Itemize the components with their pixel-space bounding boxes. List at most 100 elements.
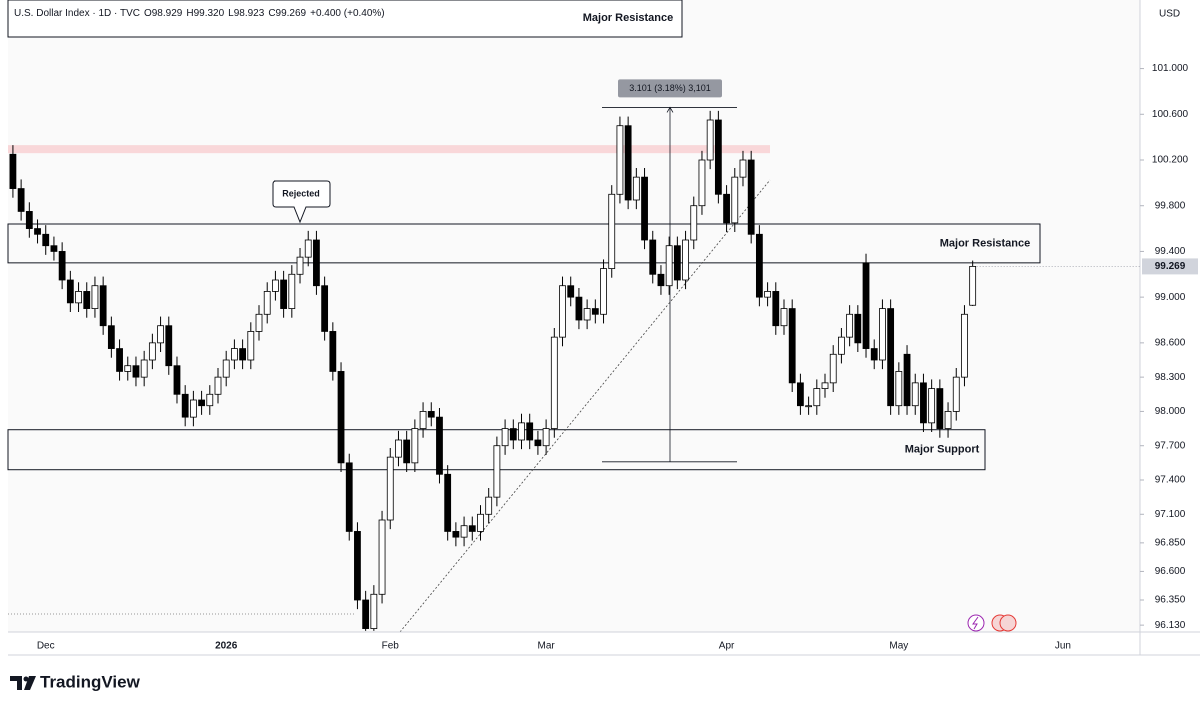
y-tick-label: 96.130 xyxy=(1155,620,1186,631)
candle-body xyxy=(17,188,25,212)
candle-body xyxy=(239,348,247,361)
candle-body xyxy=(706,119,714,161)
candle-body xyxy=(345,462,353,532)
candle-body xyxy=(616,125,624,195)
candle-body xyxy=(214,376,222,395)
candle-body xyxy=(247,331,255,361)
candle-body xyxy=(961,313,968,378)
candle-body xyxy=(887,308,895,407)
last-price-label: 99.269 xyxy=(1155,261,1186,272)
x-tick-label: May xyxy=(889,641,908,652)
candle-body xyxy=(403,439,411,464)
y-tick-label: 100.200 xyxy=(1152,155,1189,166)
candle-body xyxy=(124,365,132,372)
candle-body xyxy=(419,411,427,429)
candle-body xyxy=(452,531,460,538)
chart-header: U.S. Dollar Index · 1D · TVC O98.929 H99.3… xyxy=(14,8,385,19)
candle-body xyxy=(280,279,288,309)
candle-body xyxy=(181,393,189,418)
currency-label: USD xyxy=(1159,9,1180,20)
candle-body xyxy=(165,325,173,367)
header-value: L98.923 xyxy=(228,8,265,19)
candle-body xyxy=(370,593,378,629)
plot-area xyxy=(8,0,1140,632)
candle-body xyxy=(838,336,845,355)
candle-body xyxy=(468,525,476,532)
measure-label: 3.101 (3.18%) 3,101 xyxy=(629,83,711,93)
y-tick-label: 96.350 xyxy=(1155,595,1186,606)
candle-body xyxy=(559,285,566,338)
candle-body xyxy=(222,359,230,378)
candle-body xyxy=(747,159,755,235)
candle-body xyxy=(58,251,66,281)
candle-body xyxy=(157,325,164,344)
x-tick-label: Dec xyxy=(37,641,55,652)
candle-body xyxy=(780,308,788,327)
candle-body xyxy=(493,445,501,498)
y-tick-label: 98.600 xyxy=(1155,337,1186,348)
x-tick-label: Mar xyxy=(537,641,555,652)
candle-body xyxy=(764,291,771,298)
candle-body xyxy=(34,228,41,235)
candle-body xyxy=(42,233,50,247)
annotation: Major Resistance xyxy=(583,12,673,24)
candle-body xyxy=(772,291,780,327)
candle-body xyxy=(116,348,123,372)
candle-body xyxy=(567,285,575,298)
candle-body xyxy=(25,211,33,229)
price-zone xyxy=(8,145,770,154)
candle-body xyxy=(755,233,763,298)
candle-body xyxy=(477,513,484,532)
logo-mark xyxy=(24,676,36,690)
candle-body xyxy=(624,125,632,201)
candle-body xyxy=(797,382,804,407)
candle-body xyxy=(173,365,181,395)
candle-body xyxy=(542,428,550,447)
candle-body xyxy=(288,273,296,309)
candles xyxy=(9,110,977,631)
candle-body xyxy=(99,285,107,327)
candle-body xyxy=(304,239,312,258)
y-tick-label: 96.850 xyxy=(1155,537,1186,548)
chart-title: U.S. Dollar Index · 1D · TVC xyxy=(14,8,140,19)
candle-body xyxy=(895,371,903,407)
candle-body xyxy=(107,325,115,349)
y-tick-label: 100.600 xyxy=(1152,109,1189,120)
x-tick-label: Apr xyxy=(719,641,735,652)
candle-body xyxy=(140,359,148,378)
callout xyxy=(272,180,331,224)
candle-body xyxy=(132,365,140,378)
header-value: C99.269 xyxy=(268,8,306,19)
candle-body xyxy=(436,416,443,475)
candle-body xyxy=(509,428,517,441)
top-annotation-box xyxy=(7,0,683,38)
candle-body xyxy=(805,405,813,408)
header-value: +0.400 (+0.40%) xyxy=(310,8,385,19)
candle-body xyxy=(460,525,468,538)
candle-body xyxy=(665,245,673,287)
candle-body xyxy=(50,245,58,252)
y-tick-label: 101.000 xyxy=(1152,63,1189,74)
y-tick-label: 97.700 xyxy=(1155,440,1186,451)
callout-label: Rejected xyxy=(282,188,320,198)
x-tick-label: Jun xyxy=(1055,641,1071,652)
candle-body xyxy=(329,331,337,372)
candle-body xyxy=(673,245,681,281)
candle-body xyxy=(854,313,862,344)
candle-body xyxy=(362,599,370,629)
zones: Major Resistance Major Support xyxy=(7,106,1041,471)
icon xyxy=(972,616,979,630)
brand: TradingView xyxy=(40,672,141,691)
y-tick-label: 98.000 xyxy=(1155,406,1186,417)
trend-line xyxy=(399,179,771,633)
candle-body xyxy=(846,313,854,338)
candle-body xyxy=(444,473,452,532)
candle-body xyxy=(731,176,739,224)
candle-body xyxy=(83,291,91,309)
candle-body xyxy=(920,382,927,424)
candle-body xyxy=(829,353,837,384)
price-zone xyxy=(7,223,1041,264)
candle-body xyxy=(337,371,345,464)
candle-body xyxy=(690,205,698,241)
